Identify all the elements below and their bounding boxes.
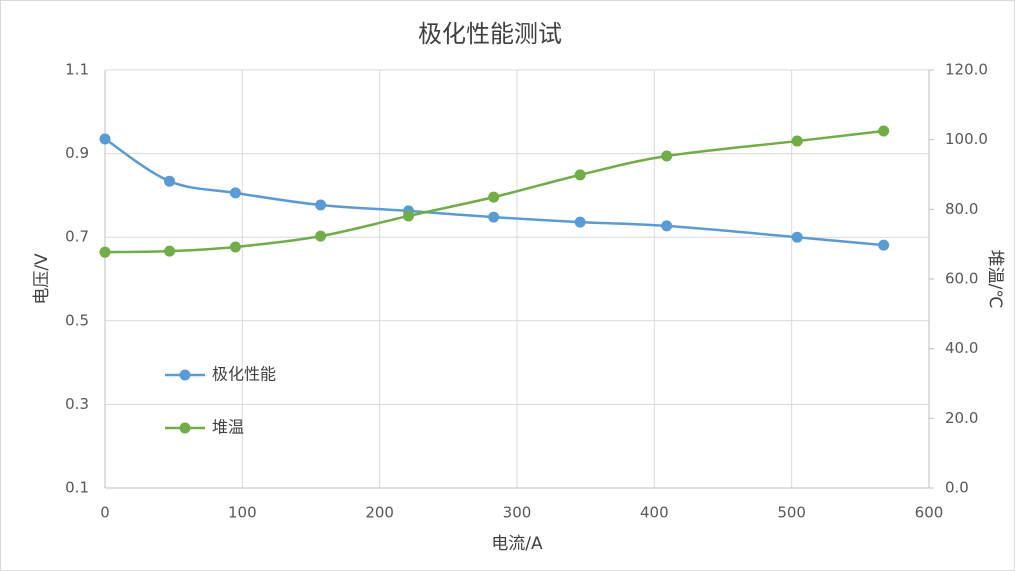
y2-tick-label: 0.0 (945, 479, 969, 497)
y-tick-label: 0.9 (65, 144, 89, 162)
data-point (99, 133, 111, 145)
y2-axis-title: 堆温/℃ (985, 250, 1005, 309)
y2-tick-label: 100.0 (945, 130, 988, 148)
x-tick-label: 500 (777, 504, 806, 522)
data-point (878, 125, 890, 137)
data-point (403, 210, 415, 222)
y2-tick-label: 80.0 (945, 200, 978, 218)
data-point (791, 231, 803, 243)
x-tick-label: 600 (915, 504, 944, 522)
x-tick-label: 0 (100, 504, 110, 522)
data-point (574, 169, 586, 181)
data-point (791, 135, 803, 147)
data-point (661, 220, 673, 232)
data-point (878, 239, 890, 251)
x-tick-label: 200 (365, 504, 394, 522)
data-point (164, 245, 176, 257)
y2-tick-label: 60.0 (945, 270, 978, 288)
x-axis-title: 电流/A (491, 534, 543, 554)
data-point (229, 241, 241, 253)
x-tick-label: 300 (503, 504, 532, 522)
y-tick-label: 0.1 (65, 479, 89, 497)
legend-marker (179, 369, 191, 381)
series-line (104, 129, 884, 254)
x-tick-label: 100 (228, 504, 257, 522)
y-tick-label: 0.3 (65, 395, 89, 413)
data-point (488, 211, 500, 223)
data-point (99, 246, 111, 258)
legend-label: 极化性能 (212, 365, 276, 384)
y2-tick-label: 20.0 (945, 409, 978, 427)
data-point (315, 199, 327, 211)
y2-tick-label: 120.0 (945, 61, 988, 79)
y-tick-label: 1.1 (65, 61, 89, 79)
data-point (315, 230, 327, 242)
legend-marker (179, 422, 191, 434)
chart-title: 极化性能测试 (418, 20, 562, 48)
data-point (488, 191, 500, 203)
y-axis-title: 电压/V (32, 253, 52, 305)
series-line (104, 137, 884, 247)
data-point (229, 187, 241, 199)
data-point (574, 216, 586, 228)
data-point (661, 150, 673, 162)
y-tick-label: 0.7 (65, 228, 89, 246)
y-tick-label: 0.5 (65, 311, 89, 329)
x-tick-label: 400 (640, 504, 669, 522)
y2-tick-label: 40.0 (945, 339, 978, 357)
legend-label: 堆温 (212, 418, 244, 437)
data-point (164, 175, 176, 187)
